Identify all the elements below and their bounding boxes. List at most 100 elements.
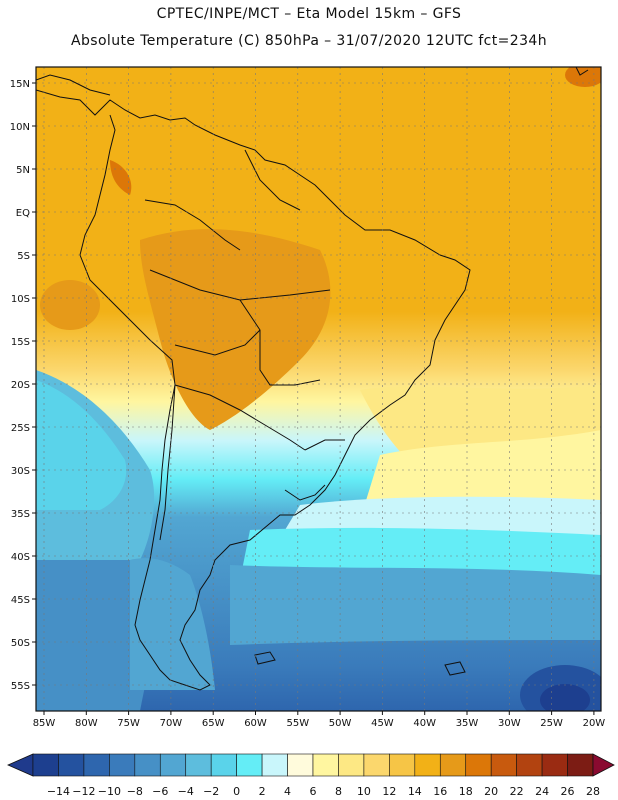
border-1 xyxy=(174,384,306,451)
colorbar-label: 18 xyxy=(459,785,473,798)
lat-label: 15S xyxy=(11,337,30,348)
lat-label: 10S xyxy=(11,294,30,305)
lon-label: 30W xyxy=(498,718,521,729)
colorbar-label: 8 xyxy=(335,785,342,798)
title-line-1: CPTEC/INPE/MCT – Eta Model 15km – GFS xyxy=(156,6,462,22)
field-pacific-south xyxy=(36,560,160,711)
colorbar-swatch xyxy=(261,753,288,777)
lon-label: 60W xyxy=(244,718,267,729)
field-ne-hot xyxy=(565,67,601,87)
lat-label: 5S xyxy=(17,251,30,262)
border-4 xyxy=(174,329,261,356)
colorbar-swatch xyxy=(414,753,441,777)
falklands xyxy=(444,661,466,676)
colorbar-swatch xyxy=(134,753,161,777)
map-frame xyxy=(35,66,602,712)
colorbar-label: 22 xyxy=(510,785,524,798)
field-pacific-cyan xyxy=(36,380,127,510)
colorbar-label: 26 xyxy=(561,785,575,798)
colorbar-swatch xyxy=(338,753,365,777)
colorbar-label: 20 xyxy=(484,785,498,798)
latitude-labels: 15N 10N 5N EQ 5S 10S 15S 20S 25S 30S 35S 40S 45S 50S 5… xyxy=(10,79,36,692)
colorbar-swatch xyxy=(567,753,594,777)
colorbar-swatch xyxy=(465,753,492,777)
border-5 xyxy=(304,439,345,451)
colorbar-labels: −14 −12 −10 −8 −6 −4 −2 0 2 4 6 8 10 12 14 16 18 20 22 24 26… xyxy=(47,785,600,798)
colorbar-swatch xyxy=(236,753,263,777)
colorbar-label: 12 xyxy=(382,785,396,798)
lat-label: 35S xyxy=(11,509,30,520)
border-8 xyxy=(244,149,301,211)
colorbar-label: 28 xyxy=(586,785,600,798)
longitude-labels: 85W 80W 75W 70W 65W 60W 55W 50W 45W 40W 35W 30W 25W 2… xyxy=(33,711,605,729)
colorbar-label: −10 xyxy=(98,785,121,798)
lon-label: 70W xyxy=(160,718,183,729)
lat-label: 30S xyxy=(11,466,30,477)
lon-label: 50W xyxy=(329,718,352,729)
colorbar-over-arrow xyxy=(592,753,615,777)
colorbar-swatch xyxy=(185,753,212,777)
lon-label: 35W xyxy=(456,718,479,729)
colorbar-swatch xyxy=(389,753,416,777)
colorbar-swatch xyxy=(541,753,568,777)
colorbar-label: −12 xyxy=(72,785,95,798)
south-america-coast xyxy=(36,89,471,691)
lat-label: 10N xyxy=(10,122,30,133)
colorbar xyxy=(7,753,615,777)
lat-label: EQ xyxy=(16,208,30,219)
border-7 xyxy=(144,199,241,251)
colorbar-swatch xyxy=(109,753,136,777)
colorbar-label: 2 xyxy=(259,785,266,798)
island-2 xyxy=(254,651,276,665)
colorbar-swatch xyxy=(58,753,85,777)
colorbar-swatch xyxy=(83,753,110,777)
colorbar-label: 4 xyxy=(284,785,291,798)
colorbar-label: −2 xyxy=(203,785,219,798)
temperature-field xyxy=(36,67,601,711)
colorbar-label: 0 xyxy=(233,785,240,798)
lon-label: 40W xyxy=(413,718,436,729)
colorbar-swatch xyxy=(490,753,517,777)
lat-label: 50S xyxy=(11,638,30,649)
lat-label: 40S xyxy=(11,552,30,563)
colorbar-label: −4 xyxy=(178,785,194,798)
lat-label: 25S xyxy=(11,423,30,434)
field-band-blue xyxy=(230,565,601,645)
colorbar-swatch xyxy=(363,753,390,777)
title-line-2: Absolute Temperature (C) 850hPa – 31/07/… xyxy=(70,33,547,49)
colorbar-label: 24 xyxy=(535,785,549,798)
colorbar-swatch xyxy=(159,753,187,777)
colorbar-swatch xyxy=(287,753,314,777)
colorbar-swatch xyxy=(439,753,467,777)
lat-label: 55S xyxy=(11,681,30,692)
caribbean-islands xyxy=(575,67,589,76)
border-6 xyxy=(284,484,326,501)
field-continent-warm xyxy=(140,229,331,430)
field-cold-core xyxy=(540,684,590,711)
border-3 xyxy=(239,299,321,386)
lat-label: 5N xyxy=(16,165,30,176)
colorbar-label: −8 xyxy=(127,785,143,798)
lon-label: 25W xyxy=(540,718,563,729)
central-america-coast xyxy=(36,74,111,96)
lon-label: 45W xyxy=(371,718,394,729)
lon-label: 85W xyxy=(33,718,56,729)
colorbar-label: −14 xyxy=(47,785,70,798)
colorbar-label: 10 xyxy=(357,785,371,798)
lat-label: 45S xyxy=(11,595,30,606)
colorbar-swatch xyxy=(516,753,543,777)
field-pacific-warm xyxy=(40,280,100,330)
grid-lines xyxy=(36,67,601,711)
lon-label: 80W xyxy=(75,718,98,729)
colorbar-under-arrow xyxy=(7,753,34,777)
lon-label: 75W xyxy=(117,718,140,729)
coastlines xyxy=(36,67,589,691)
colorbar-swatch xyxy=(32,753,59,777)
lon-label: 65W xyxy=(202,718,225,729)
lat-label: 20S xyxy=(11,380,30,391)
colorbar-label: 16 xyxy=(433,785,447,798)
colorbar-label: 14 xyxy=(408,785,422,798)
lat-label: 15N xyxy=(10,79,30,90)
colorbar-swatch xyxy=(312,753,339,777)
